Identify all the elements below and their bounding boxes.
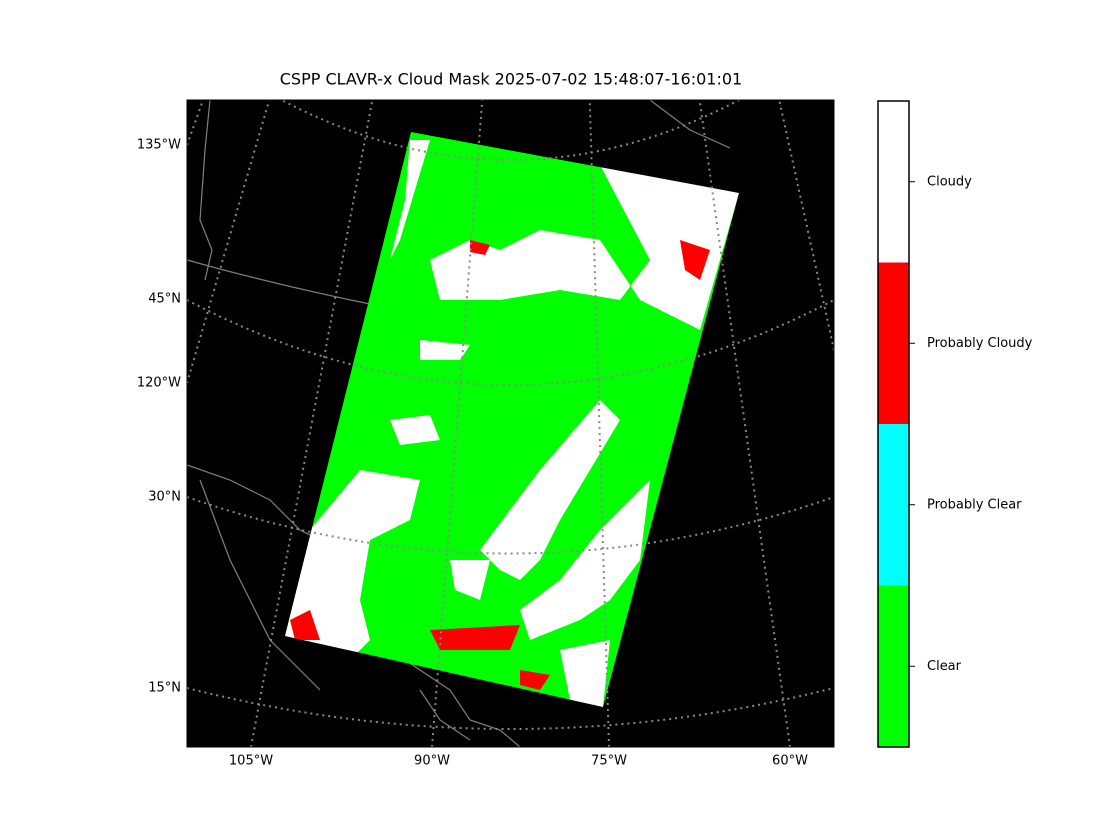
lat-label: 45°N (148, 292, 181, 307)
lon-label: 90°W (414, 754, 450, 769)
colorbar-label: Clear (927, 659, 962, 674)
graticule (187, 100, 834, 747)
lon-label: 105°W (229, 754, 273, 769)
colorbar-segment (878, 585, 909, 747)
lat-label: 30°N (148, 490, 181, 505)
colorbar-frame (877, 100, 910, 748)
colorbar-segment (878, 101, 909, 263)
lon-label: 135°W (137, 138, 181, 153)
map (187, 100, 834, 747)
colorbar-label: Probably Cloudy (927, 336, 1033, 351)
lat-label: 15°N (148, 681, 181, 696)
colorbar: Clear Probably Clear Probably Cloudy Cloudy (877, 100, 1033, 748)
lon-label: 75°W (591, 754, 627, 769)
map-frame (186, 99, 835, 748)
colorbar-segment (878, 424, 909, 586)
title: CSPP CLAVR-x Cloud Mask 2025-07-02 15:48… (280, 70, 742, 89)
colorbar-label: Cloudy (927, 174, 972, 189)
lon-label: 60°W (772, 754, 808, 769)
lon-label: 120°W (137, 376, 181, 391)
colorbar-segment (878, 262, 909, 424)
colorbar-label: Probably Clear (927, 497, 1022, 512)
